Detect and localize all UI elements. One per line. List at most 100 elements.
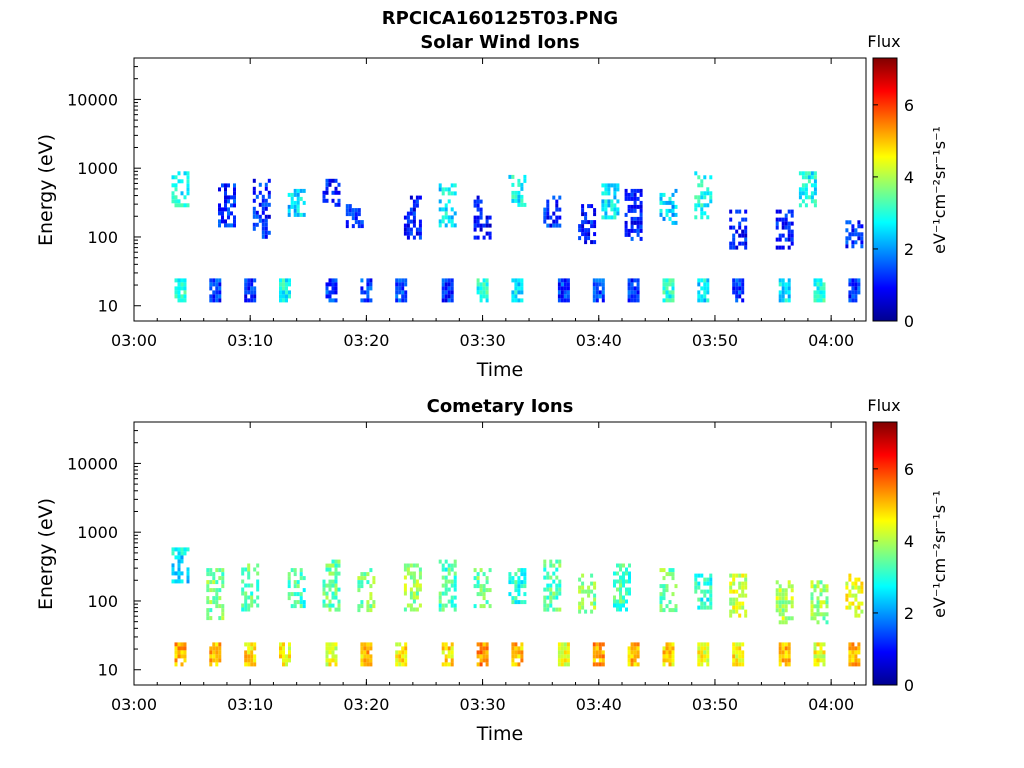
spectrogram-cell <box>697 646 701 651</box>
spectrogram-cell <box>860 244 864 249</box>
spectrogram-cell <box>282 290 285 295</box>
spectrogram-cell <box>857 646 861 651</box>
x-tick-label: 03:20 <box>343 695 389 714</box>
spectrogram-cell <box>287 192 291 197</box>
spectrogram-cell <box>224 195 227 200</box>
spectrogram-cell <box>514 662 518 667</box>
spectrogram-cell <box>282 654 285 659</box>
x-tick-label: 04:00 <box>808 331 854 350</box>
spectrogram-cell <box>566 298 570 303</box>
spectrogram-cell <box>636 220 640 225</box>
spectrogram-cell <box>412 575 416 580</box>
spectrogram-cell <box>406 219 410 224</box>
spectrogram-cell <box>671 278 675 283</box>
spectrogram-cell <box>334 595 338 600</box>
spectrogram-cell <box>406 603 410 608</box>
spectrogram-cell <box>697 183 701 188</box>
colorbar-tick-label: 4 <box>904 532 914 551</box>
spectrogram-cell <box>438 183 442 188</box>
spectrogram-cell <box>404 290 408 295</box>
flux-band <box>813 278 826 303</box>
spectrogram-cell <box>366 608 370 613</box>
spectrogram-cell <box>479 290 483 295</box>
spectrogram-cell <box>328 599 332 604</box>
spectrogram-cell <box>209 662 213 667</box>
spectrogram-cell <box>255 222 259 227</box>
spectrogram-cell <box>784 286 788 291</box>
spectrogram-cell <box>447 662 451 667</box>
y-tick-label: 10 <box>98 297 118 316</box>
spectrogram-cell <box>520 584 524 589</box>
spectrogram-cell <box>485 642 489 647</box>
spectrogram-cell <box>787 654 791 659</box>
spectrogram-cell <box>787 209 791 214</box>
spectrogram-cell <box>218 211 221 216</box>
spectrogram-cell <box>593 224 597 229</box>
spectrogram-cell <box>444 575 448 580</box>
spectrogram-cell <box>555 595 559 600</box>
spectrogram-cell <box>697 290 701 295</box>
spectrogram-cell <box>334 559 338 564</box>
spectrogram-cell <box>738 278 742 283</box>
spectrogram-cell <box>252 210 256 215</box>
spectrogram-cell <box>697 203 701 208</box>
spectrogram-cell <box>801 175 805 180</box>
spectrogram-cell <box>697 662 701 667</box>
spectrogram-cell <box>630 192 634 197</box>
spectrogram-cell <box>523 174 527 179</box>
spectrogram-cell <box>787 646 791 651</box>
spectrogram-cell <box>825 620 829 625</box>
spectrogram-cell <box>450 662 454 667</box>
spectrogram-cell <box>590 589 594 594</box>
spectrogram-cell <box>822 290 826 295</box>
spectrogram-cell <box>706 589 710 594</box>
spectrogram-cell <box>813 294 817 299</box>
spectrogram-cell <box>860 601 864 606</box>
spectrogram-cell <box>619 595 622 600</box>
spectrogram-cell <box>639 220 643 225</box>
spectrogram-cell <box>285 294 288 299</box>
spectrogram-cell <box>218 642 222 647</box>
spectrogram-cell <box>784 213 788 218</box>
spectrogram-cell <box>595 282 599 287</box>
spectrogram-cell <box>845 220 849 225</box>
spectrogram-cell <box>450 290 454 295</box>
spectrogram-cell <box>787 245 791 250</box>
spectrogram-cell <box>706 187 710 192</box>
spectrogram-cell <box>552 563 556 568</box>
spectrogram-cell <box>706 278 710 283</box>
spectrogram-cell <box>798 203 802 208</box>
spectrogram-cell <box>296 580 300 585</box>
spectrogram-cell <box>790 209 794 214</box>
spectrogram-cell <box>215 642 219 647</box>
spectrogram-cell <box>479 646 483 651</box>
spectrogram-cell <box>180 286 184 291</box>
spectrogram-cell <box>816 282 820 287</box>
spectrogram-cell <box>787 662 791 667</box>
spectrogram-cell <box>209 654 213 659</box>
spectrogram-cell <box>543 207 547 212</box>
spectrogram-cell <box>366 650 370 655</box>
spectrogram-cell <box>804 187 808 192</box>
spectrogram-cell <box>252 226 256 231</box>
spectrogram-cell <box>247 654 251 659</box>
spectrogram-cell <box>552 223 556 228</box>
spectrogram-cell <box>619 579 622 584</box>
spectrogram-cell <box>447 219 451 224</box>
spectrogram-cell <box>322 599 326 604</box>
cometary-panel: Cometary Ions 03:00 03:10 03:20 03:30 03:40 0… <box>35 396 949 745</box>
spectrogram-cell <box>546 207 550 212</box>
spectrogram-cell <box>415 607 419 612</box>
spectrogram-cell <box>250 294 254 299</box>
spectrogram-cell <box>633 192 637 197</box>
spectrogram-cell <box>630 294 634 299</box>
spectrogram-cell <box>610 207 614 212</box>
spectrogram-cell <box>604 215 608 220</box>
spectrogram-cell <box>630 204 634 209</box>
spectrogram-cell <box>418 235 422 240</box>
spectrogram-cell <box>662 646 666 651</box>
spectrogram-cell <box>418 571 422 576</box>
spectrogram-cell <box>709 601 713 606</box>
spectrogram-cell <box>209 600 213 605</box>
spectrogram-cell <box>593 232 597 237</box>
